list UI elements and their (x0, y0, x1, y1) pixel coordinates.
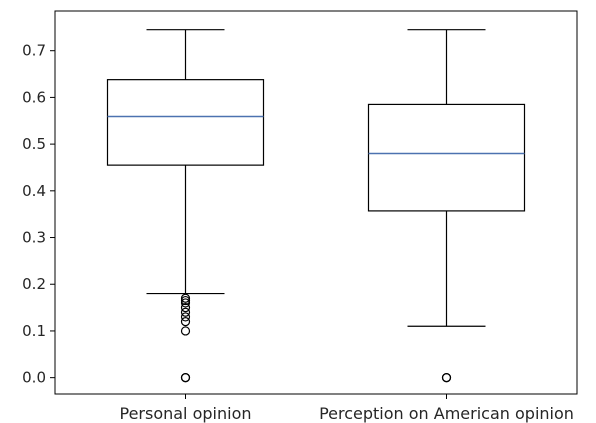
box-iqr (106, 79, 265, 166)
boxes-group (106, 29, 526, 383)
y-tick-label: 0.2 (22, 275, 46, 293)
y-tick-label: 0.7 (22, 42, 46, 60)
outlier-point (180, 326, 191, 336)
outlier-point (180, 307, 191, 317)
outlier-point (180, 373, 191, 383)
outlier-point (180, 295, 191, 306)
outlier-point (180, 312, 191, 322)
y-tick-label: 0.0 (22, 369, 46, 387)
x-category-label: Perception on American opinion (319, 404, 574, 423)
box-iqr (367, 103, 526, 212)
box-2 (367, 29, 526, 383)
y-tick-label: 0.4 (22, 182, 46, 200)
x-category-label: Personal opinion (119, 404, 251, 423)
plot-area-frame (54, 10, 578, 395)
x-axis: Personal opinion Perception on American o… (119, 394, 574, 423)
y-axis: 0.0 0.1 0.2 0.3 0.4 0.5 0.6 0.7 (22, 42, 55, 387)
outlier-point (180, 302, 191, 313)
y-tick-label: 0.6 (22, 88, 46, 106)
y-tick-label: 0.1 (22, 322, 46, 340)
outlier-point (180, 293, 191, 303)
box-1 (106, 29, 265, 383)
outlier-point (441, 373, 452, 383)
outlier-point (180, 317, 191, 327)
outlier-point (180, 298, 191, 308)
y-tick-label: 0.3 (22, 229, 46, 247)
y-tick-label: 0.5 (22, 135, 46, 153)
